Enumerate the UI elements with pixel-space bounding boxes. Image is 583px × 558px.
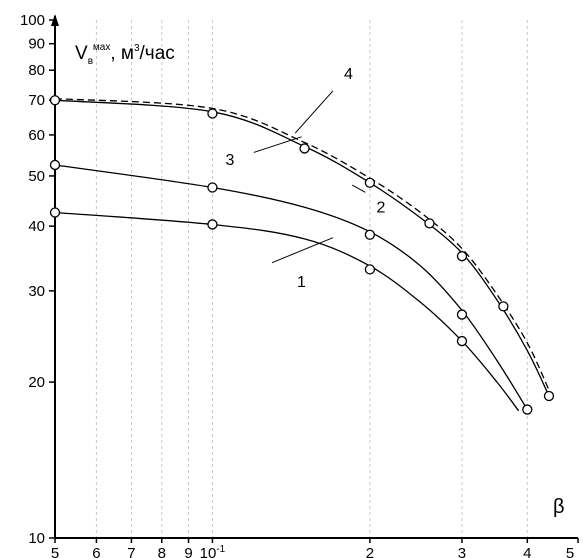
series-3-point [456, 251, 468, 262]
y-tick-label: 40 [28, 218, 45, 235]
series-2-point [207, 182, 218, 193]
x-tick-label: 8 [158, 545, 166, 558]
y-tick-label: 50 [28, 168, 45, 185]
y-tick-label: 70 [28, 92, 45, 109]
y-tick-label: 100 [20, 12, 45, 29]
series-2-point [49, 159, 61, 171]
curve-label-leader [351, 184, 366, 193]
x-axis-label: β [553, 496, 565, 518]
chart-grid [95, 20, 528, 538]
x-tick-label: 5 [566, 545, 574, 558]
curve-label-leader [271, 237, 334, 264]
y-axis-label: Vвмах, м3/час [75, 42, 175, 67]
curve-label-2: 2 [377, 199, 386, 216]
series-1-point [49, 207, 61, 218]
series-3-point [364, 177, 376, 188]
series-4-line [54, 97, 550, 391]
x-tick-label: 5 [51, 545, 59, 558]
series-3-point [424, 218, 435, 229]
curve-label-4: 4 [344, 66, 353, 83]
series-2-point [364, 229, 376, 240]
series-1-point [456, 335, 468, 347]
y-tick-label: 80 [28, 62, 45, 79]
series-1-line [54, 211, 520, 412]
series-3-point [299, 143, 310, 154]
y-tick-label: 20 [28, 374, 45, 391]
series-1-point [364, 264, 376, 275]
x-tick-label: 3 [458, 545, 466, 558]
y-tick-label: 10 [28, 530, 45, 547]
series-2-point [522, 404, 533, 415]
y-tick-label: 60 [28, 127, 45, 144]
chart-markers [49, 95, 555, 415]
x-tick-label: 9 [184, 545, 192, 558]
chart-axes [51, 14, 578, 539]
series-2-point [456, 309, 468, 320]
x-tick-label: 10-1 [200, 544, 226, 558]
chart-ticks: 10 20 30 40 50 60 70 80 90 100 5 6 7 8 9 10-1 2 3 4 5 [20, 12, 579, 558]
series-2-line [54, 164, 528, 410]
series-3-point [207, 108, 218, 119]
x-tick-label: 7 [127, 545, 135, 558]
x-tick-label: 4 [523, 545, 531, 558]
series-3-point [543, 390, 555, 402]
chart-curve-labels: 1 2 3 4 [225, 66, 385, 291]
curve-label-leader [294, 90, 334, 134]
series-3-point [49, 95, 61, 106]
series-1-point [207, 219, 218, 230]
x-tick-label: 2 [366, 545, 374, 558]
curve-label-3: 3 [225, 152, 234, 169]
y-tick-label: 30 [28, 283, 45, 300]
y-tick-label: 90 [28, 36, 45, 53]
series-3-point [498, 301, 509, 312]
curve-label-1: 1 [297, 274, 306, 291]
x-tick-label: 6 [92, 545, 100, 558]
curve-label-leader [253, 136, 302, 153]
